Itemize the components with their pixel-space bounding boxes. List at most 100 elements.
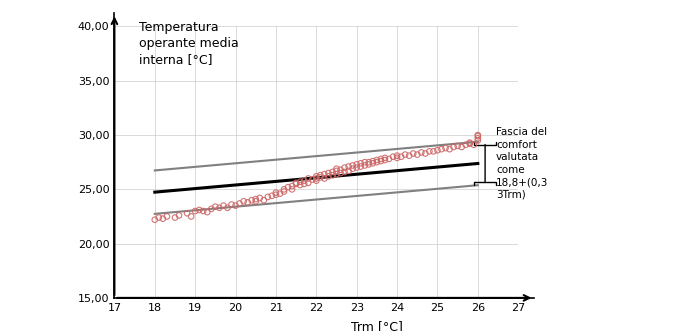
- Point: [170, 215, 180, 220]
- Point: [347, 166, 358, 171]
- Point: [254, 195, 265, 201]
- Point: [392, 153, 402, 158]
- Point: [262, 194, 273, 200]
- Point: [303, 176, 314, 181]
- Point: [464, 140, 475, 145]
- Point: [327, 172, 338, 178]
- Point: [416, 150, 427, 155]
- Point: [376, 159, 386, 164]
- Point: [295, 179, 306, 184]
- Point: [182, 211, 192, 216]
- Point: [472, 138, 483, 143]
- Point: [380, 157, 390, 163]
- Point: [271, 192, 281, 197]
- Point: [315, 175, 326, 180]
- Point: [174, 213, 184, 218]
- Point: [291, 181, 302, 187]
- Point: [400, 152, 411, 157]
- Point: [157, 216, 168, 221]
- Point: [343, 164, 354, 169]
- Point: [448, 144, 459, 150]
- Point: [339, 165, 350, 170]
- Text: Fascia del
comfort
valutata
come
18,8+(0,3
3Trm): Fascia del comfort valutata come 18,8+(0…: [496, 127, 548, 200]
- Point: [149, 217, 160, 222]
- Point: [275, 191, 285, 196]
- Point: [323, 170, 334, 176]
- Point: [335, 167, 346, 172]
- Point: [456, 144, 467, 150]
- Point: [371, 160, 382, 165]
- Point: [392, 155, 402, 161]
- Point: [371, 157, 382, 163]
- Point: [315, 172, 326, 178]
- Point: [363, 162, 374, 167]
- Point: [258, 198, 269, 203]
- Point: [226, 202, 237, 207]
- Point: [153, 215, 164, 220]
- Point: [311, 176, 322, 181]
- Point: [234, 201, 245, 206]
- Point: [291, 180, 302, 185]
- Point: [327, 169, 338, 175]
- Point: [295, 182, 306, 188]
- Point: [279, 189, 289, 194]
- Point: [311, 178, 322, 183]
- Point: [380, 155, 390, 161]
- Point: [250, 197, 261, 202]
- Point: [331, 171, 342, 177]
- Point: [331, 168, 342, 173]
- Point: [323, 174, 334, 179]
- Point: [303, 180, 314, 185]
- Point: [355, 161, 366, 166]
- Point: [351, 162, 362, 167]
- Point: [347, 163, 358, 168]
- Point: [230, 203, 241, 208]
- Point: [367, 159, 378, 164]
- Point: [408, 151, 419, 156]
- Text: Temperatura
operante media
interna [°C]: Temperatura operante media interna [°C]: [139, 21, 238, 66]
- Text: Trm [°C]: Trm [°C]: [351, 320, 403, 331]
- Point: [271, 190, 281, 195]
- Point: [351, 165, 362, 170]
- Point: [472, 136, 483, 141]
- Point: [363, 160, 374, 165]
- Point: [359, 163, 370, 168]
- Point: [343, 168, 354, 173]
- Point: [359, 160, 370, 165]
- Point: [444, 147, 455, 152]
- Point: [287, 183, 297, 189]
- Point: [222, 205, 233, 211]
- Point: [218, 203, 229, 208]
- Point: [283, 184, 293, 190]
- Point: [267, 193, 277, 199]
- Point: [436, 147, 447, 152]
- Point: [299, 181, 310, 187]
- Point: [186, 214, 197, 219]
- Point: [472, 132, 483, 138]
- Point: [319, 176, 330, 181]
- Point: [424, 149, 435, 154]
- Point: [250, 199, 261, 204]
- Point: [412, 152, 423, 157]
- Point: [440, 145, 451, 151]
- Point: [202, 210, 213, 215]
- Point: [396, 154, 406, 160]
- Point: [319, 171, 330, 177]
- Point: [162, 214, 172, 219]
- Point: [472, 133, 483, 139]
- Point: [194, 207, 205, 213]
- Point: [335, 170, 346, 176]
- Point: [206, 206, 217, 212]
- Point: [190, 209, 201, 214]
- Point: [210, 204, 221, 209]
- Point: [242, 200, 253, 205]
- Point: [432, 148, 443, 153]
- Point: [460, 142, 471, 148]
- Point: [246, 198, 257, 203]
- Point: [307, 177, 318, 182]
- Point: [428, 149, 439, 154]
- Point: [311, 174, 322, 179]
- Point: [388, 154, 398, 160]
- Point: [376, 156, 386, 162]
- Point: [452, 143, 463, 149]
